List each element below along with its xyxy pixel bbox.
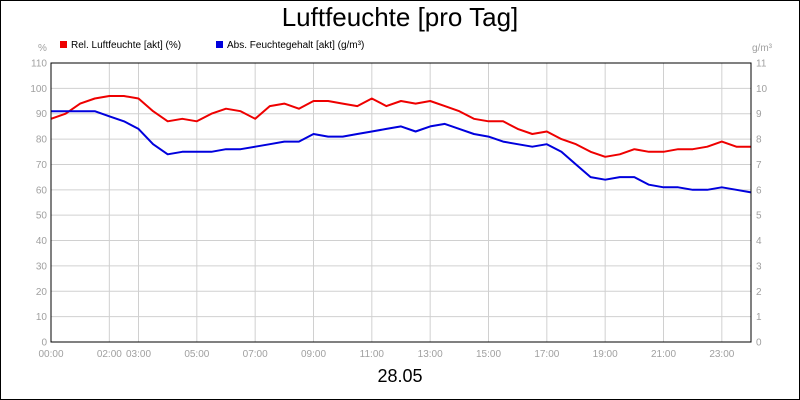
right-tick-label: 7 (756, 160, 762, 171)
right-tick-label: 4 (756, 236, 762, 247)
x-tick-label: 19:00 (593, 349, 618, 360)
left-tick-label: 70 (36, 160, 48, 171)
left-tick-label: 30 (36, 261, 48, 272)
legend: Rel. Luftfeuchte [akt] (%) Abs. Feuchtege… (60, 40, 364, 51)
right-axis-ticks: 0 1 2 3 4 5 6 7 8 9 10 11 (756, 59, 768, 349)
series-line-2 (51, 110, 752, 194)
left-tick-label: 110 (31, 59, 47, 70)
left-tick-label: 50 (36, 211, 48, 222)
right-tick-label: 2 (756, 287, 762, 298)
left-axis-ticks: 0 10 20 30 40 50 60 70 80 90 100 110 (30, 59, 47, 349)
left-axis-unit: % (38, 43, 47, 54)
right-axis-unit: g/m³ (752, 43, 773, 54)
plot-border (50, 62, 752, 343)
right-tick-label: 8 (756, 135, 762, 146)
legend-swatch (60, 41, 67, 48)
x-tick-label: 00:00 (38, 349, 63, 360)
x-tick-label: 13:00 (418, 349, 443, 360)
left-tick-label: 60 (36, 185, 48, 196)
x-tick-label: 21:00 (651, 349, 676, 360)
left-tick-label: 20 (36, 287, 48, 298)
legend-label: Rel. Luftfeuchte [akt] (%) (71, 40, 181, 51)
legend-label: Abs. Feuchtegehalt [akt] (g/m³) (227, 40, 364, 51)
x-tick-label: 23:00 (709, 349, 734, 360)
x-axis-label: 28.05 (377, 366, 423, 386)
left-tick-label: 40 (36, 236, 48, 247)
right-tick-label: 10 (756, 84, 768, 95)
x-tick-label: 09:00 (301, 349, 326, 360)
right-tick-label: 3 (756, 261, 762, 272)
right-tick-label: 11 (756, 59, 767, 70)
grid-lines (50, 62, 751, 343)
x-tick-label: 05:00 (184, 349, 209, 360)
left-tick-label: 10 (36, 312, 48, 323)
right-tick-label: 0 (756, 338, 762, 349)
x-tick-label: 02:00 (97, 349, 122, 360)
left-tick-label: 100 (30, 84, 47, 95)
legend-swatch (216, 41, 223, 48)
x-tick-label: 03:00 (126, 349, 151, 360)
left-tick-label: 90 (36, 109, 48, 120)
right-tick-label: 9 (756, 109, 762, 120)
series-line-1 (50, 95, 751, 158)
chart-title: Luftfeuchte [pro Tag] (281, 2, 519, 32)
x-tick-label: 17:00 (534, 349, 559, 360)
left-tick-label: 0 (41, 338, 47, 349)
x-tick-label: 11:00 (360, 349, 385, 360)
x-tick-label: 15:00 (476, 349, 501, 360)
x-axis-ticks: 00:00 02:00 03:00 05:00 07:00 09:00 11:00 13:00… (38, 349, 734, 360)
series-layer (50, 95, 752, 194)
x-tick-label: 07:00 (243, 349, 268, 360)
right-tick-label: 6 (756, 185, 762, 196)
right-tick-label: 5 (756, 211, 762, 222)
left-tick-label: 80 (36, 135, 48, 146)
right-tick-label: 1 (756, 312, 762, 323)
